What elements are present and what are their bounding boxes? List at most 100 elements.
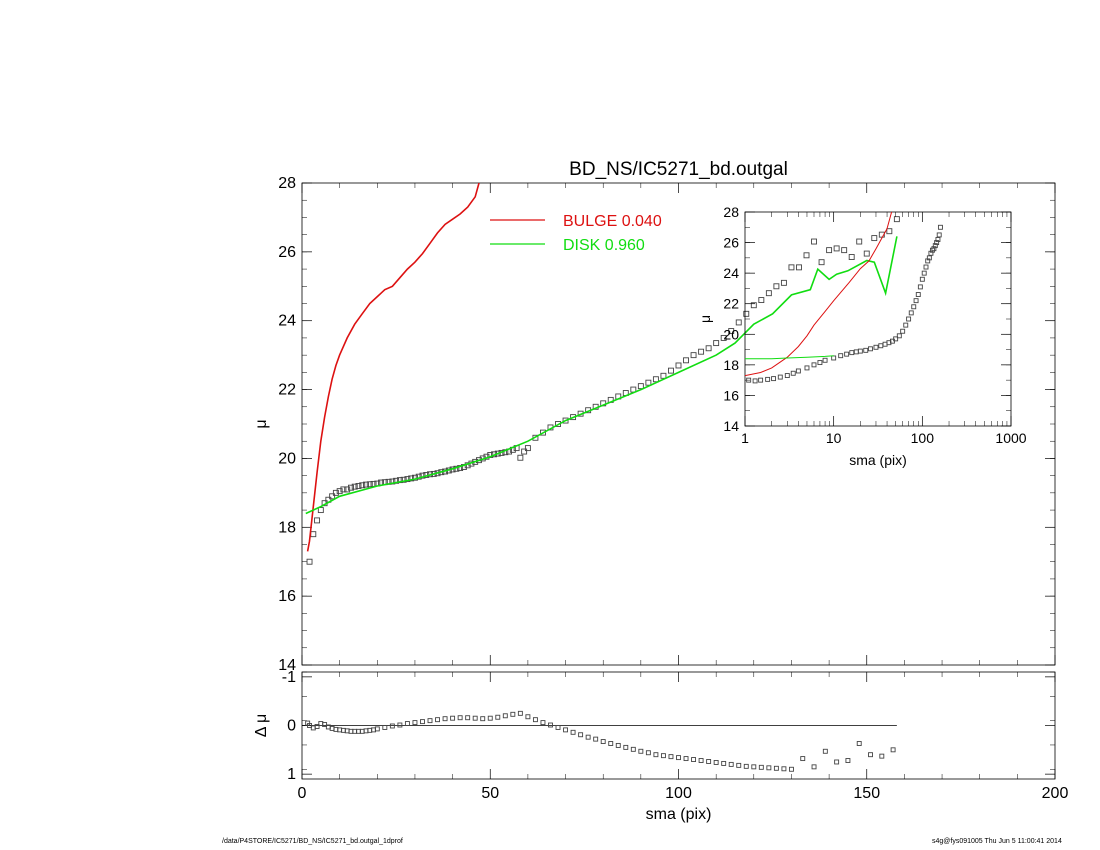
data-point	[340, 486, 347, 493]
data-point	[652, 376, 659, 383]
data-point	[777, 374, 783, 380]
data-point	[752, 378, 758, 384]
data-point	[412, 720, 418, 726]
data-point	[608, 741, 614, 746]
data-point	[457, 715, 463, 721]
x-axis-label: sma (pix)	[646, 806, 712, 823]
y-tick-label: -1	[282, 669, 296, 686]
data-point	[871, 235, 878, 242]
data-point	[637, 383, 644, 390]
data-point	[683, 756, 689, 762]
data-point	[630, 746, 636, 752]
data-point	[615, 742, 621, 748]
data-point	[929, 247, 935, 253]
y-axis-label: μ	[253, 419, 270, 428]
data-point	[404, 721, 410, 727]
data-point	[735, 319, 742, 326]
data-point	[366, 481, 373, 488]
data-point	[879, 753, 885, 759]
data-point	[317, 507, 324, 514]
data-point	[563, 727, 568, 733]
data-point	[593, 736, 599, 742]
data-point	[765, 290, 772, 297]
plot-frame	[301, 182, 1056, 666]
data-point	[890, 747, 896, 753]
data-point	[822, 748, 828, 754]
data-point	[743, 310, 750, 317]
data-point	[314, 517, 321, 524]
data-point	[868, 752, 873, 758]
legend-label-bulge: BULGE 0.040	[563, 213, 662, 230]
x-tick-label: 0	[298, 785, 307, 802]
data-point	[525, 714, 531, 720]
data-point	[833, 245, 840, 252]
data-point	[668, 754, 674, 760]
data-point	[826, 247, 833, 254]
data-point	[896, 333, 902, 339]
data-point	[374, 726, 380, 732]
y-tick-label: 24	[278, 313, 296, 330]
data-point	[928, 250, 934, 256]
data-point	[834, 759, 840, 765]
data-point	[804, 365, 810, 371]
data-point	[517, 710, 523, 716]
data-point	[347, 484, 354, 491]
data-point	[934, 240, 940, 246]
data-point	[351, 483, 358, 490]
x-tick-label: 1	[741, 430, 749, 446]
data-point	[638, 748, 644, 754]
data-point	[562, 417, 569, 424]
data-point	[683, 357, 689, 364]
data-point	[784, 373, 790, 379]
x-tick-label: 50	[481, 785, 499, 802]
data-point	[336, 488, 343, 495]
data-point	[623, 744, 629, 750]
data-point	[936, 232, 942, 238]
data-point	[660, 753, 666, 759]
data-point	[698, 758, 704, 763]
data-point	[585, 734, 591, 740]
data-point	[548, 722, 553, 728]
x-tick-label: 10	[826, 430, 842, 446]
data-point	[868, 346, 873, 352]
data-point	[397, 722, 403, 728]
footer-stamp: s4g@fys091005 Thu Jun 5 11:00:41 2014	[932, 838, 1062, 845]
chart-title: BD_NS/IC5271_bd.outgal	[569, 159, 788, 180]
data-point	[863, 250, 870, 257]
data-point	[555, 724, 561, 730]
data-point	[841, 247, 848, 254]
data-point	[906, 316, 912, 322]
data-point	[706, 759, 712, 764]
x-tick-label: 100	[665, 785, 692, 802]
data-point	[314, 724, 320, 729]
data-point	[766, 765, 772, 771]
data-point	[900, 328, 906, 334]
data-point	[653, 752, 659, 758]
data-point	[780, 279, 787, 286]
data-point	[487, 715, 493, 721]
data-point	[926, 255, 932, 261]
y-tick-label: 26	[723, 235, 739, 251]
data-point	[675, 362, 682, 369]
data-point	[811, 362, 817, 368]
data-point	[676, 755, 681, 761]
data-point	[306, 558, 313, 565]
x-tick-label: 100	[911, 430, 935, 446]
y-tick-label: 0	[287, 718, 296, 735]
y-tick-label: 18	[278, 519, 296, 536]
data-point	[856, 238, 863, 245]
y-tick-label: 1	[287, 766, 296, 783]
data-point	[521, 448, 528, 455]
data-point	[310, 531, 317, 538]
data-point	[903, 322, 909, 328]
data-point	[427, 718, 433, 724]
data-point	[435, 717, 440, 723]
data-point	[781, 766, 787, 772]
data-point	[344, 486, 351, 493]
data-point	[917, 284, 923, 290]
data-point	[789, 766, 794, 772]
data-point	[480, 716, 486, 722]
y-tick-label: 24	[723, 265, 739, 281]
